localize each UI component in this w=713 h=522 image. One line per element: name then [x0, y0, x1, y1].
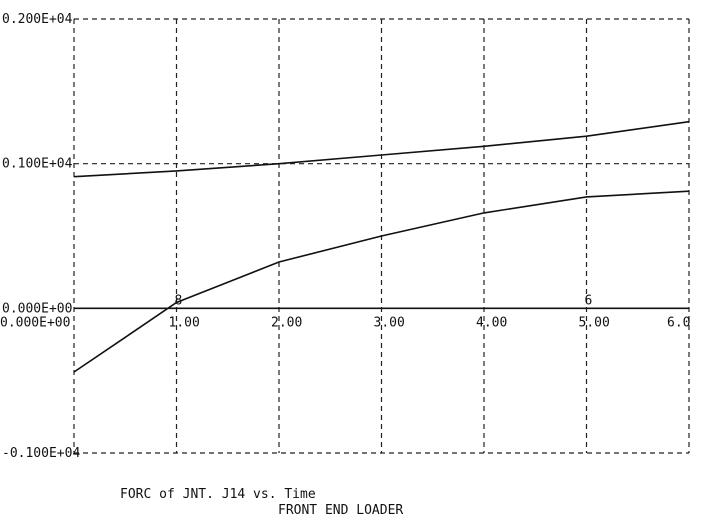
- x-tick-label-3: 3.00: [374, 315, 405, 330]
- y-tick-label-0: 0.200E+04: [2, 12, 73, 27]
- x-tick-label-0: 0.000E+00: [0, 315, 70, 330]
- x-tick-label-4: 4.00: [476, 315, 507, 330]
- chart-subtitle: FRONT END LOADER: [278, 503, 403, 518]
- series-lines: [73, 120, 690, 373]
- y-tick-label-2: 0.000E+00: [2, 301, 72, 316]
- x-tick-label-5: 5.00: [579, 315, 610, 330]
- y-tick-labels: 0.200E+04 0.100E+04 0.000E+00 -0.100E+04: [2, 12, 80, 461]
- x-tick-labels: 0.000E+00 1.00 2.00 3.00 4.00 5.00 6.0: [0, 315, 690, 330]
- x-tick-label-1: 1.00: [169, 315, 200, 330]
- series-marker-4: 6: [585, 293, 593, 308]
- series-line-2: [73, 190, 690, 373]
- x-tick-label-6: 6.0: [667, 315, 690, 330]
- series-line-1: [73, 120, 690, 178]
- y-tick-label-1: 0.100E+04: [2, 157, 73, 172]
- x-tick-label-2: 2.00: [271, 315, 302, 330]
- series-marker-3: 8: [175, 293, 183, 308]
- y-tick-label-3: -0.100E+04: [2, 446, 80, 461]
- chart-title: FORC of JNT. J14 vs. Time: [120, 487, 316, 502]
